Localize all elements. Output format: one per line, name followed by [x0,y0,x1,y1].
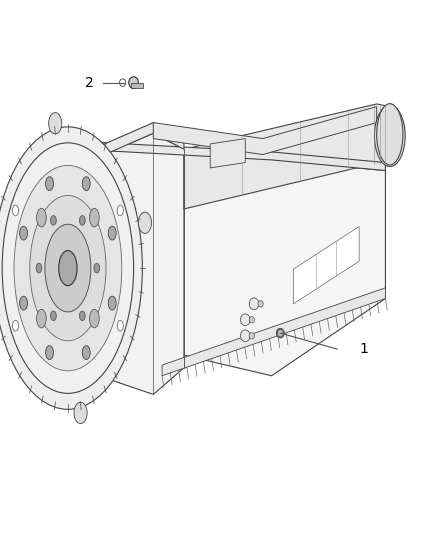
Ellipse shape [12,205,18,216]
Ellipse shape [49,112,62,134]
Ellipse shape [50,311,56,321]
Ellipse shape [129,77,138,88]
Ellipse shape [249,317,254,323]
Ellipse shape [74,402,87,424]
Ellipse shape [240,330,250,342]
Ellipse shape [249,298,259,310]
Ellipse shape [377,103,403,165]
Ellipse shape [89,208,99,227]
Ellipse shape [117,320,124,331]
Ellipse shape [37,309,46,328]
Ellipse shape [240,314,250,326]
Text: 2: 2 [85,76,94,90]
Ellipse shape [14,165,122,371]
Ellipse shape [82,177,90,191]
Ellipse shape [117,205,124,216]
Ellipse shape [374,106,405,166]
Ellipse shape [45,224,91,312]
Ellipse shape [108,226,116,240]
Ellipse shape [258,301,263,307]
Ellipse shape [80,311,85,321]
Ellipse shape [46,345,53,359]
Ellipse shape [249,333,254,339]
Polygon shape [184,104,390,209]
Text: 1: 1 [359,342,368,356]
Ellipse shape [0,127,142,409]
Ellipse shape [94,263,99,273]
Ellipse shape [30,196,106,341]
Polygon shape [79,141,385,171]
Ellipse shape [46,177,53,191]
Ellipse shape [89,309,99,328]
Polygon shape [162,288,385,376]
Ellipse shape [2,143,134,393]
Polygon shape [153,107,377,155]
Ellipse shape [12,320,18,331]
Ellipse shape [138,212,152,233]
Polygon shape [210,139,245,168]
Polygon shape [79,149,385,376]
Ellipse shape [108,296,116,310]
Ellipse shape [276,328,284,338]
Ellipse shape [36,263,42,273]
Ellipse shape [59,251,77,286]
Polygon shape [44,133,184,394]
Ellipse shape [20,296,28,310]
Ellipse shape [37,208,46,227]
Ellipse shape [50,215,56,225]
Ellipse shape [80,215,85,225]
Polygon shape [44,123,184,181]
Ellipse shape [82,345,90,359]
Ellipse shape [20,226,28,240]
Polygon shape [131,83,143,88]
Polygon shape [293,227,359,304]
